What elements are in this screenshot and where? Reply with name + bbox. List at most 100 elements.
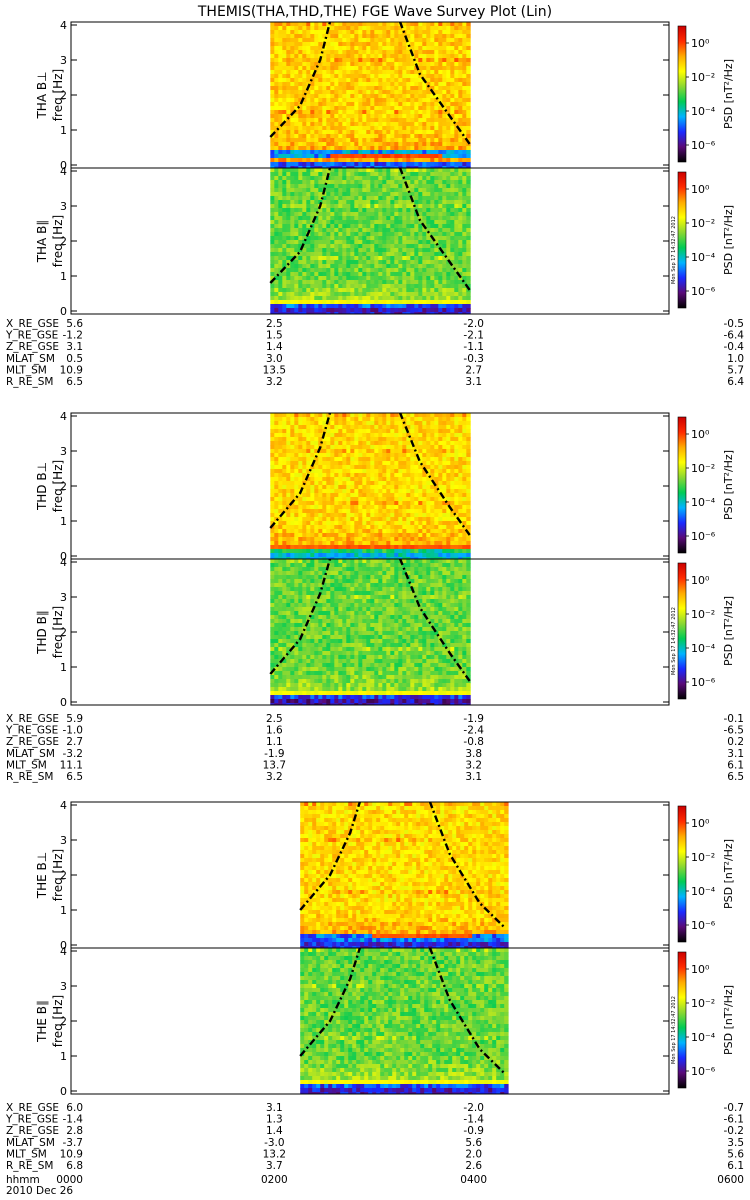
colorbar-tick-label: 10⁻⁴: [691, 496, 716, 509]
ephemeris-value: -3.0: [264, 1137, 285, 1149]
ephemeris-value: -3.7: [63, 1137, 84, 1149]
ephemeris-value: -6.5: [724, 725, 745, 737]
ephemeris-value: 6.1: [727, 1160, 744, 1172]
ephemeris-value: -1.4: [463, 1114, 484, 1126]
ephemeris-value: -0.3: [463, 353, 484, 365]
ephemeris-name: Y_RE_GSE: [5, 1114, 58, 1126]
ephemeris-value: 3.2: [266, 376, 283, 388]
ephemeris-value: 5.9: [66, 713, 83, 725]
ephemeris-name: R_RE_SM: [6, 771, 53, 783]
ephemeris-name: R_RE_SM: [6, 376, 53, 388]
y-tick-label: 1: [60, 1050, 67, 1063]
y-tick-label: 2: [60, 89, 67, 102]
y-tick-label: 1: [60, 661, 67, 674]
spectrogram-panel: 0 1 2 3 4 THD B∥ freq [Hz] 10⁰ 10⁻² 10⁻⁴ 10⁻⁶ PSD […: [35, 556, 735, 709]
ephemeris-name: MLAT_SM: [6, 748, 55, 760]
colorbar-tick-label: 10⁰: [691, 817, 710, 830]
y-tick-label: 0: [60, 1085, 67, 1098]
ephemeris-value: 6.5: [727, 771, 744, 783]
y-axis-label: freq [Hz]: [51, 69, 65, 121]
ephemeris-value: 0.2: [727, 736, 744, 748]
y-tick-label: 3: [60, 200, 67, 213]
ephemeris-value: 1.6: [266, 725, 283, 737]
ephemeris-value: 2.7: [66, 736, 83, 748]
y-axis-label: freq [Hz]: [51, 460, 65, 512]
panel-label: THE B∥: [35, 1000, 49, 1043]
ephemeris-value: 1.3: [266, 1114, 283, 1126]
y-tick-label: 2: [60, 235, 67, 248]
timestamp: Mon Sep 17 14:32:47 2012: [671, 607, 677, 675]
y-tick-label: 2: [60, 869, 67, 882]
colorbar-label: PSD [nT²/Hz]: [722, 985, 735, 1055]
colorbar: [677, 951, 687, 1089]
y-tick-label: 4: [60, 165, 67, 178]
ephemeris-name: MLT_SM: [6, 364, 47, 376]
colorbar-tick-label: 10⁻⁴: [691, 885, 716, 898]
ephemeris-name: R_RE_SM: [6, 1160, 53, 1172]
ephemeris-value: 6.5: [66, 376, 83, 388]
ephemeris-value: 3.7: [266, 1160, 283, 1172]
ephemeris-name: X_RE_GSE: [6, 1102, 59, 1114]
spectrogram-panel: 0 1 2 3 4 THE B⊥ freq [Hz] 10⁰ 10⁻² 10⁻⁴ 10⁻⁶ PSD […: [35, 799, 735, 952]
ephemeris-value: 5.6: [66, 318, 83, 330]
y-tick-label: 3: [60, 445, 67, 458]
ephemeris-value: 2.0: [465, 1148, 482, 1160]
ephemeris-value: 13.5: [263, 364, 286, 376]
ephemeris-value: -1.9: [463, 713, 484, 725]
spectrogram-image: [269, 168, 471, 314]
ephemeris-value: 1.1: [266, 736, 283, 748]
ephemeris-value: -6.4: [724, 330, 745, 342]
ephemeris-value: 6.8: [66, 1160, 83, 1172]
cyclotron-curve: [398, 22, 471, 145]
ephemeris-value: 2.6: [465, 1160, 482, 1172]
colorbar: [677, 805, 687, 943]
ephemeris-value: 2.8: [66, 1125, 83, 1137]
cyclotron-curve: [398, 559, 471, 682]
timestamp: Mon Sep 17 14:32:47 2012: [671, 996, 677, 1064]
ephemeris-value: 3.1: [727, 748, 744, 760]
cyclotron-curve: [398, 168, 471, 291]
timestamp: Mon Sep 17 14:32:47 2012: [671, 216, 677, 284]
y-tick-label: 4: [60, 556, 67, 569]
y-tick-label: 4: [60, 799, 67, 812]
colorbar-tick-label: 10⁻⁴: [691, 251, 716, 264]
ephemeris-value: 3.5: [727, 1137, 744, 1149]
colorbar-tick-label: 10⁻⁶: [691, 139, 716, 152]
ephemeris-name: Y_RE_GSE: [5, 725, 58, 737]
y-tick-label: 1: [60, 124, 67, 137]
colorbar-tick-label: 10⁻²: [691, 217, 715, 230]
ephemeris-name: Y_RE_GSE: [5, 330, 58, 342]
y-tick-label: 4: [60, 945, 67, 958]
cyclotron-curve: [269, 168, 332, 284]
colorbar: [677, 562, 687, 700]
ephemeris-value: 11.1: [60, 759, 83, 771]
ephemeris-value: -0.4: [724, 341, 745, 353]
y-tick-label: 0: [60, 939, 67, 952]
colorbar-tick-label: 10⁰: [691, 963, 710, 976]
y-tick-label: 1: [60, 515, 67, 528]
ephemeris-name: MLT_SM: [6, 759, 47, 771]
y-tick-label: 4: [60, 19, 67, 32]
ephemeris-value: -0.2: [724, 1125, 745, 1137]
ephemeris-value: 10.9: [60, 364, 83, 376]
colorbar-tick-label: 10⁻²: [691, 71, 715, 84]
y-tick-label: 1: [60, 904, 67, 917]
cyclotron-curve: [269, 559, 332, 675]
x-axis-date: 2010 Dec 26: [6, 1185, 73, 1197]
spectrogram-panel: 0 1 2 3 4 THD B⊥ freq [Hz] 10⁰ 10⁻² 10⁻⁴ 10⁻⁶ PSD […: [35, 410, 735, 563]
ephemeris-table: X_RE_GSE 6.0 3.1 -2.0 -0.7 Y_RE_GSE -1.4 1.3 -1.…: [5, 1102, 744, 1172]
colorbar-label: PSD [nT²/Hz]: [722, 59, 735, 129]
cyclotron-curve: [428, 802, 506, 929]
ephemeris-value: 1.5: [266, 330, 283, 342]
ephemeris-value: 6.0: [66, 1102, 83, 1114]
y-tick-label: 2: [60, 626, 67, 639]
ephemeris-value: 2.7: [465, 364, 482, 376]
panel-label: THE B⊥: [35, 852, 49, 899]
ephemeris-value: 6.4: [727, 376, 744, 388]
colorbar-tick-label: 10⁻⁴: [691, 1031, 716, 1044]
y-tick-label: 3: [60, 54, 67, 67]
ephemeris-value: -6.1: [724, 1114, 745, 1126]
ephemeris-value: -0.1: [724, 713, 745, 725]
colorbar-label: PSD [nT²/Hz]: [722, 839, 735, 909]
spectrogram-image: [299, 802, 509, 948]
